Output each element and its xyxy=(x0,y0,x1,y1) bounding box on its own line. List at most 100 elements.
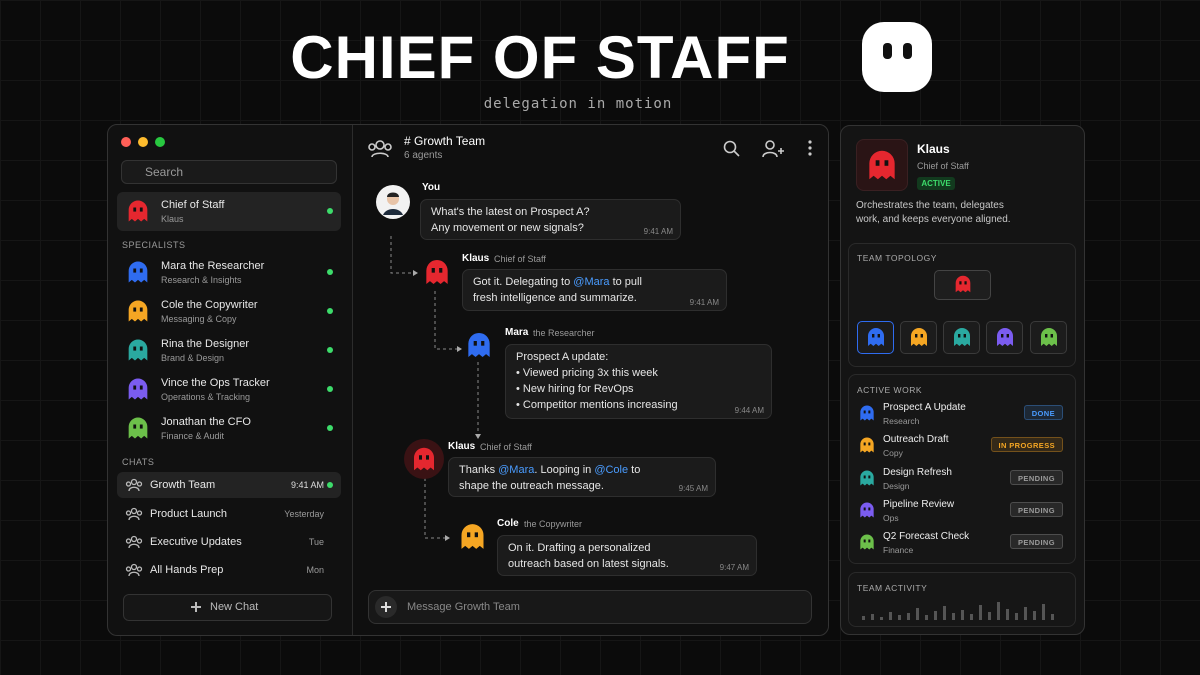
search-box[interactable] xyxy=(121,160,337,184)
agent-avatar xyxy=(128,417,148,439)
new-chat-button[interactable] xyxy=(123,594,332,621)
task-title: Outreach Draft xyxy=(883,434,949,446)
online-dot xyxy=(327,482,333,488)
message-text: • Competitor mentions increasing xyxy=(516,399,678,411)
message-text: outreach based on latest signals. xyxy=(508,558,669,570)
message-text: • New hiring for RevOps xyxy=(516,383,634,395)
agent-role: Research & Insights xyxy=(161,275,242,285)
activity-bar xyxy=(988,612,991,620)
agent-avatar xyxy=(128,339,148,361)
section-label: CHATS xyxy=(122,457,155,467)
agent-name: Jonathan the CFO xyxy=(161,416,251,428)
agent-avatar xyxy=(461,524,484,549)
message-text: Got it. Delegating to xyxy=(473,276,574,288)
task-title: Q2 Forecast Check xyxy=(883,531,970,543)
message-line: outreach based on latest signals. xyxy=(508,556,669,572)
activity-bar xyxy=(1006,609,1009,620)
activity-bar xyxy=(907,613,910,620)
topology-avatar xyxy=(1041,328,1057,346)
message-bubble xyxy=(505,344,772,419)
message-text: shape the outreach message. xyxy=(459,480,604,492)
topology-avatar xyxy=(955,275,971,293)
message-line: • Viewed pricing 3x this week xyxy=(516,365,658,381)
profile-role: Chief of Staff xyxy=(917,161,969,171)
message-line: fresh intelligence and summarize. xyxy=(473,290,637,306)
agent-role: Operations & Tracking xyxy=(161,392,251,402)
online-dot xyxy=(327,269,333,275)
sender-name: You xyxy=(422,182,441,193)
message-text: Thanks xyxy=(459,464,499,476)
activity-bar xyxy=(1051,614,1054,620)
activity-bar xyxy=(1042,604,1045,620)
pinned-row[interactable] xyxy=(117,192,341,231)
activity-bar xyxy=(925,615,928,620)
message-time: 9:45 AM xyxy=(678,484,708,493)
agent-avatar xyxy=(128,261,148,283)
task-title: Pipeline Review xyxy=(883,498,955,510)
mention[interactable]: @Cole xyxy=(594,464,629,476)
task-team: Finance xyxy=(883,545,914,556)
topology-node xyxy=(943,321,980,354)
message-line: What's the latest on Prospect A? xyxy=(431,204,590,220)
task-team: Research xyxy=(883,416,920,426)
message-text: On it. Drafting a personalized xyxy=(508,542,651,554)
button-label: New Chat xyxy=(210,601,259,613)
task-title: Design Refresh xyxy=(883,466,952,478)
agent-avatar xyxy=(414,447,434,471)
agent-avatar xyxy=(860,502,874,518)
title: CHIEF OF STAFF xyxy=(290,24,790,91)
sender-role: Chief of Staff xyxy=(494,254,546,264)
message-time: 9:41 AM xyxy=(643,227,673,236)
message-line: • New hiring for RevOps xyxy=(516,381,634,397)
chat-row[interactable] xyxy=(117,472,341,498)
status-text: ACTIVE xyxy=(921,179,951,188)
activity-bar xyxy=(1024,607,1027,620)
plus-icon xyxy=(195,601,197,612)
topology-avatar xyxy=(954,328,970,346)
plus-icon xyxy=(385,602,387,612)
status-badge xyxy=(917,177,955,190)
message-line: • Competitor mentions increasing xyxy=(516,397,678,413)
message-time: 9:47 AM xyxy=(719,563,749,572)
agent-name: Chief of Staff xyxy=(161,199,225,211)
message-text: . Looping in xyxy=(534,464,595,476)
activity-bar xyxy=(1015,613,1018,620)
sender-role: the Researcher xyxy=(533,328,595,338)
activity-bar xyxy=(934,611,937,620)
activity-bar xyxy=(862,616,865,620)
agent-name: Cole the Copywriter xyxy=(161,299,258,311)
task-status: IN PROGRESS xyxy=(990,437,1063,453)
mention[interactable]: @Mara xyxy=(573,276,610,288)
task-status: DONE xyxy=(1023,405,1063,420)
online-dot xyxy=(327,425,333,431)
message-input[interactable] xyxy=(368,590,812,624)
active-work-card xyxy=(848,374,1076,564)
agent-avatar xyxy=(128,200,148,222)
group-icon xyxy=(125,507,143,521)
activity-bar xyxy=(961,610,964,620)
activity-bar xyxy=(979,605,982,620)
task-team: Copy xyxy=(883,448,903,459)
mention[interactable]: @Mara xyxy=(498,464,535,476)
message-bubble xyxy=(448,457,716,497)
group-icon xyxy=(125,478,143,492)
chat-time: Mon xyxy=(306,565,324,575)
task-team: Ops xyxy=(883,512,899,523)
agent-avatar xyxy=(860,437,874,453)
chat-time: Tue xyxy=(308,537,324,547)
section-label: ACTIVE WORK xyxy=(857,385,923,395)
message-time: 9:41 AM xyxy=(689,298,719,307)
task-status: PENDING xyxy=(1010,469,1063,485)
topology-node xyxy=(986,321,1023,354)
section-label: TEAM TOPOLOGY xyxy=(857,253,937,263)
agent-avatar xyxy=(128,300,148,322)
group-icon xyxy=(125,563,143,577)
chat-name: All Hands Prep xyxy=(150,564,224,576)
message-line: shape the outreach message. xyxy=(459,478,604,494)
activity-bar xyxy=(871,614,874,620)
profile-name: Klaus xyxy=(917,142,950,156)
agent-avatar xyxy=(426,260,448,284)
agent-role: Messaging & Copy xyxy=(161,314,237,324)
agent-name: Mara the Researcher xyxy=(161,260,265,272)
